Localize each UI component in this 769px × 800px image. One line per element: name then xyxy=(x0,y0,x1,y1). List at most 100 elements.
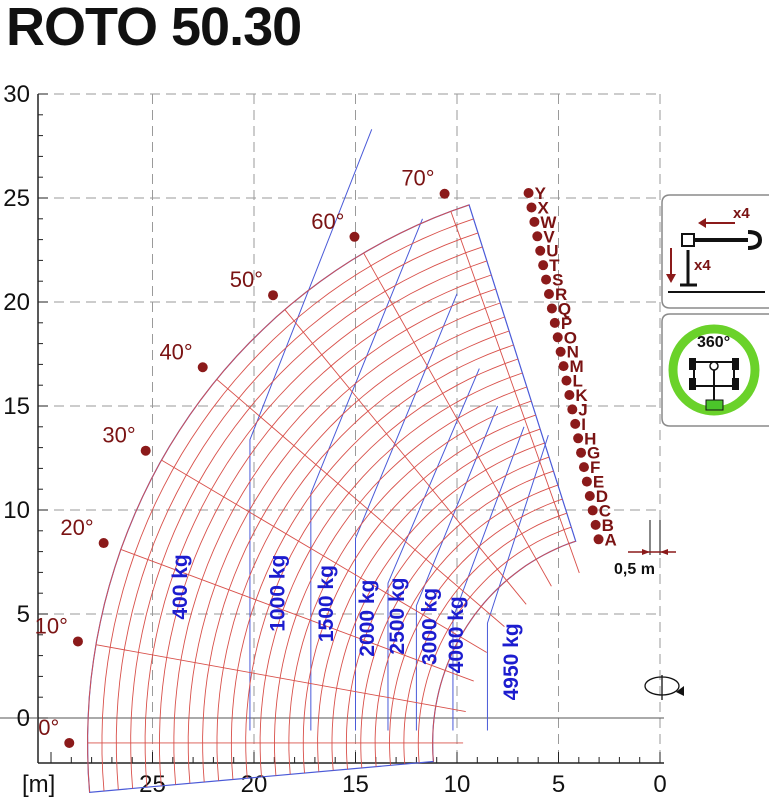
angle-dot xyxy=(72,636,83,647)
extension-dot xyxy=(535,245,546,256)
dimension-marker: 0,5 m xyxy=(614,520,676,578)
load-zone-line xyxy=(452,426,525,731)
extension-label: G xyxy=(587,444,600,463)
extension-label: U xyxy=(546,242,558,261)
extension-dot xyxy=(532,231,543,242)
extension-dot xyxy=(523,188,534,199)
extension-arc xyxy=(345,456,550,770)
angle-dot xyxy=(268,290,279,301)
extension-label: P xyxy=(561,314,572,333)
extension-label: Q xyxy=(558,299,571,318)
extension-dot xyxy=(526,202,537,213)
extension-label: F xyxy=(590,458,600,477)
extension-label: E xyxy=(593,473,604,492)
extension-arc xyxy=(230,344,514,780)
x-tick-label: 25 xyxy=(139,771,166,798)
extension-arc xyxy=(216,330,510,781)
y-tick-label: 25 xyxy=(3,185,30,212)
extension-dot xyxy=(555,346,566,357)
angle-dot xyxy=(98,538,109,549)
rotation-panel: 360° xyxy=(661,313,769,427)
extension-dot xyxy=(576,447,587,458)
extension-dot xyxy=(543,289,554,300)
extension-label: N xyxy=(567,343,579,362)
angle-dot xyxy=(349,231,360,242)
angle-label: 10° xyxy=(35,613,68,638)
axes: 0 5 10 15 20 25 30 25 20 15 10 5 0 [m] xyxy=(0,81,667,798)
load-label: 4950 kg xyxy=(500,623,523,700)
rotation-circle-icon xyxy=(668,324,760,416)
extension-arc xyxy=(101,218,474,792)
chart-title: ROTO 50.30 xyxy=(6,0,302,57)
load-label: 2500 kg xyxy=(386,578,409,655)
extension-arc xyxy=(389,498,563,766)
extension-dot xyxy=(538,260,549,271)
extension-label: H xyxy=(584,429,596,448)
angle-line xyxy=(284,309,527,605)
angle-line xyxy=(450,211,580,574)
extension-label: K xyxy=(575,386,588,405)
extension-label: Y xyxy=(535,184,547,203)
load-label: 1000 kg xyxy=(266,555,289,632)
extension-label: S xyxy=(552,271,563,290)
load-zone-line xyxy=(249,129,373,731)
load-zone-line xyxy=(486,434,549,731)
extension-dot xyxy=(593,534,604,545)
extension-arc xyxy=(144,260,487,788)
load-label: 400 kg xyxy=(169,554,192,619)
extension-dot xyxy=(584,490,595,501)
angle-line xyxy=(120,549,474,682)
extension-arc xyxy=(274,386,527,776)
angle-label: 50° xyxy=(230,267,263,292)
extension-arc xyxy=(173,288,496,785)
dimension-label: 0,5 m xyxy=(614,561,655,578)
x-tick-label: 10 xyxy=(444,771,471,798)
extension-arc xyxy=(202,316,505,783)
y-tick-label: 30 xyxy=(3,81,30,108)
x-tick-label: 0 xyxy=(653,771,666,798)
extension-arc xyxy=(360,470,554,768)
extension-dot xyxy=(573,433,584,444)
extension-dot xyxy=(570,418,581,429)
extension-dot xyxy=(549,317,560,328)
angle-label: 70° xyxy=(401,166,434,191)
y-tick-label: 20 xyxy=(3,289,30,316)
extension-arc xyxy=(245,358,519,779)
x-tick-label: 15 xyxy=(342,771,369,798)
extension-arc xyxy=(115,232,479,790)
extension-label: D xyxy=(596,487,608,506)
extension-dot xyxy=(558,361,569,372)
extension-label: A xyxy=(605,530,617,549)
y-tick-label: 5 xyxy=(17,601,30,628)
load-label: 1500 kg xyxy=(315,565,338,642)
extension-label: R xyxy=(555,285,567,304)
extension-dot xyxy=(529,216,540,227)
extension-arc xyxy=(317,428,541,772)
extension-dot xyxy=(581,476,592,487)
extension-label: I xyxy=(581,415,586,434)
extension-arc xyxy=(417,526,572,763)
y-tick-label: 10 xyxy=(3,497,30,524)
load-zone-line xyxy=(387,368,480,731)
y-tick-label: 0 xyxy=(17,705,30,732)
outrigger-icon xyxy=(666,218,765,293)
angle-dot xyxy=(197,362,208,373)
angle-label: 0° xyxy=(38,715,59,740)
extension-arc xyxy=(374,484,559,767)
x-axis-label: [m] xyxy=(22,771,55,798)
extension-arc xyxy=(159,274,492,786)
outrigger-label-b: x4 xyxy=(694,257,711,274)
extension-dot xyxy=(561,375,572,386)
extension-label: B xyxy=(602,516,614,535)
angle-label: 60° xyxy=(311,209,344,234)
extension-dot xyxy=(567,404,578,415)
extension-arc xyxy=(302,414,536,774)
extension-label: L xyxy=(572,372,582,391)
outrigger-label-a: x4 xyxy=(733,205,750,222)
extension-label: V xyxy=(543,227,555,246)
load-lines xyxy=(249,129,549,731)
load-zone-line xyxy=(415,405,499,731)
angle-line xyxy=(216,378,505,627)
